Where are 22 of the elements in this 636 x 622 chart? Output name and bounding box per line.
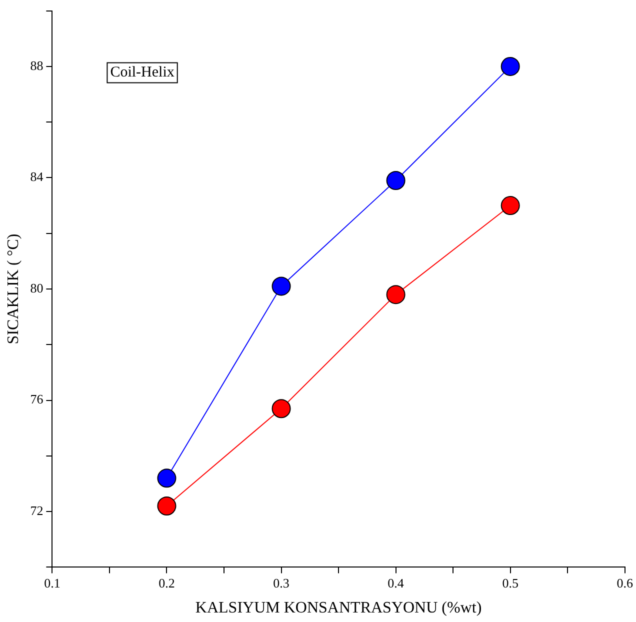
point [272, 399, 291, 418]
y-tick-label: 84 [30, 169, 44, 184]
y-axis-title: SICAKLIK ( °C) [4, 234, 22, 344]
x-tick-label: 0.3 [273, 575, 290, 590]
y-tick-label: 80 [30, 280, 44, 296]
y-tick-label: 72 [30, 502, 44, 518]
annotation: Coil-Helix [110, 64, 175, 81]
point [157, 468, 176, 488]
point [386, 171, 406, 190]
x-tick-label: 0.4 [388, 575, 404, 590]
point [500, 196, 520, 216]
point [386, 285, 406, 304]
x-tick-label: 0.6 [616, 575, 634, 590]
x-axis-title: KALSIYUM KONSANTRASYONU (%wt) [195, 600, 482, 617]
x-tick-label: 0.2 [158, 575, 175, 590]
y-tick-label: 76 [30, 392, 44, 407]
point [157, 496, 176, 516]
y-tick-label: 88 [30, 58, 44, 73]
x-tick-label: 0.5 [502, 575, 518, 590]
point [500, 56, 520, 76]
x-tick-label: 0.1 [44, 575, 60, 590]
point [272, 276, 291, 296]
